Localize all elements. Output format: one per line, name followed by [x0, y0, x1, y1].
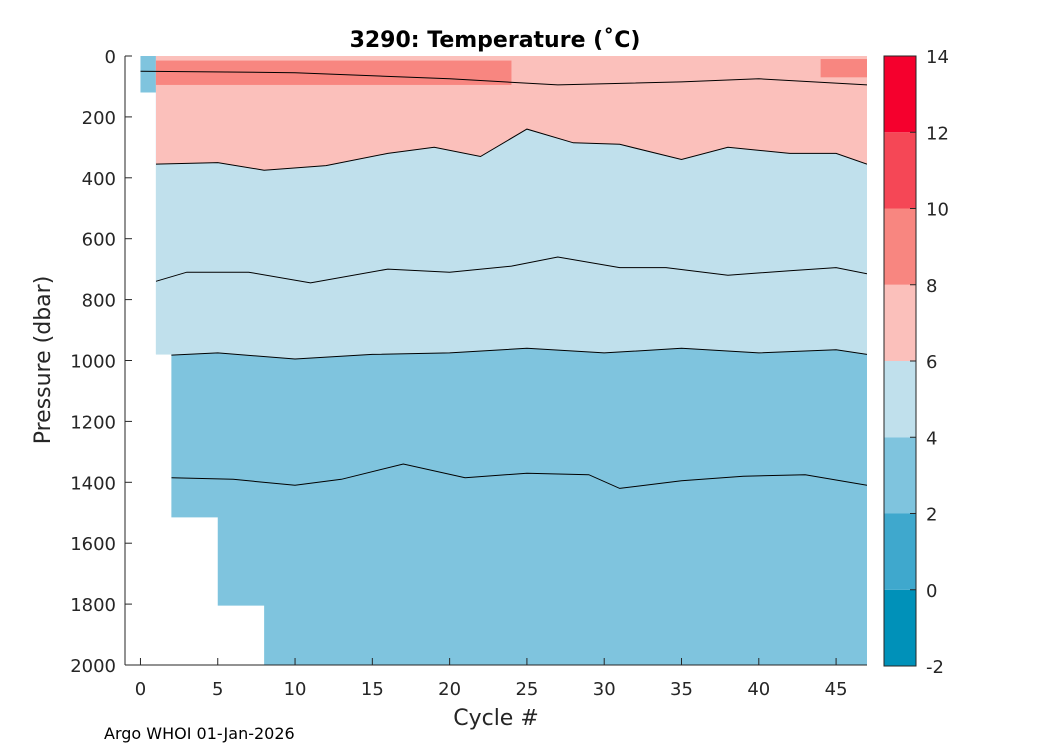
y-tick-label: 1600: [70, 534, 116, 555]
warm-patch-0: [155, 60, 512, 85]
y-tick-label: 400: [82, 169, 116, 190]
colorbar-tick-label: 2: [926, 505, 937, 526]
y-tick-label: 600: [82, 230, 116, 251]
colorbar-segment-6-8: [884, 284, 916, 361]
y-axis-title: Pressure (dbar): [31, 276, 56, 445]
footer-credit: Argo WHOI 01-Jan-2026: [104, 724, 295, 743]
isotherm-4c: [155, 347, 868, 360]
x-tick-label: 15: [361, 679, 384, 700]
colorbar-tick-label: 12: [926, 123, 949, 144]
x-tick-label: 40: [747, 679, 770, 700]
colorbar-segment-8-10: [884, 208, 916, 285]
y-tick-label: 1000: [70, 352, 116, 373]
y-tick-label: 1200: [70, 412, 116, 433]
x-tick-label: 0: [135, 679, 146, 700]
colorbar-tick-label: 8: [926, 276, 937, 297]
y-tick-label: 800: [82, 291, 116, 312]
x-tick-label: 5: [212, 679, 223, 700]
x-tick-label: 35: [670, 679, 693, 700]
isotherm-8c: [140, 70, 868, 86]
colorbar-tick-label: 10: [926, 200, 949, 221]
y-tick-label: 2000: [70, 656, 116, 677]
colorbar-segment-4-6: [884, 361, 916, 438]
colorbar: 14 12 10 8 6 4 2 0 -2: [883, 47, 949, 678]
plot-area: [140, 56, 868, 665]
y-tick-label: 1800: [70, 595, 116, 616]
colorbar-tick-label: -2: [926, 657, 944, 678]
colorbar-segment-10-12: [884, 132, 916, 209]
x-axis: 0 5 10 15 20 25 30 35 40 45: [125, 658, 867, 700]
colorbar-tick-label: 4: [926, 428, 937, 449]
x-axis-title: Cycle #: [453, 706, 539, 731]
x-tick-label: 30: [593, 679, 616, 700]
chart-title: 3290: Temperature (˚C): [350, 28, 641, 53]
colorbar-segment-12-14: [884, 56, 916, 133]
isotherm-5c: [155, 256, 868, 284]
x-tick-label: 10: [284, 679, 307, 700]
x-tick-label: 25: [515, 679, 538, 700]
colorbar-tick-label: 6: [926, 352, 937, 373]
y-tick-label: 0: [105, 47, 116, 68]
colorbar-segment-0-2: [884, 513, 916, 590]
temperature-bands: [140, 56, 868, 665]
x-tick-label: 20: [438, 679, 461, 700]
colorbar-segment--2-0: [884, 589, 916, 666]
x-tick-label: 45: [825, 679, 848, 700]
y-tick-label: 1400: [70, 473, 116, 494]
y-axis: 0 200 400 600 800 1000 1200 1400 1600 1800 2000: [70, 47, 132, 677]
colorbar-tick-label: 14: [926, 47, 949, 68]
isotherm-3c: [171, 463, 868, 489]
colorbar-tick-label: 0: [926, 581, 937, 602]
warm-patch-1: [820, 59, 867, 78]
y-tick-label: 200: [82, 108, 116, 129]
colorbar-segment-2-4: [884, 437, 916, 514]
isotherm-6c: [155, 128, 868, 171]
